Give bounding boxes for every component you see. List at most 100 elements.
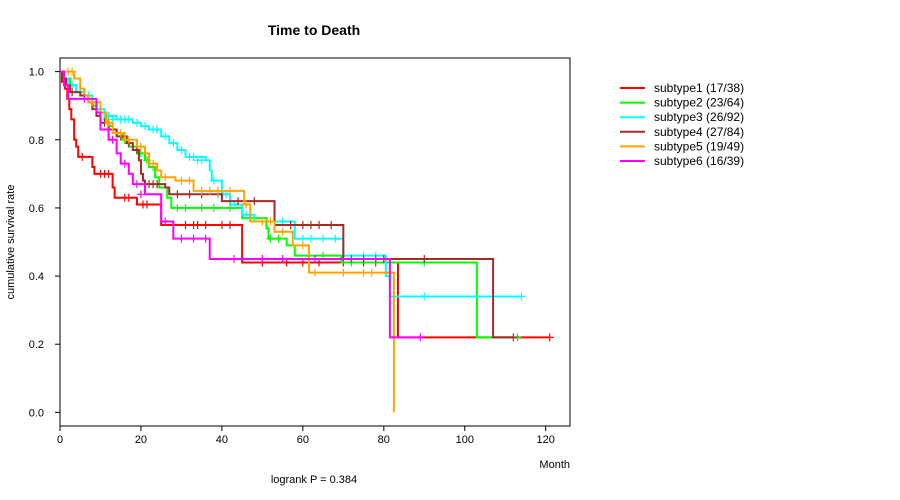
censor-mark <box>226 220 234 229</box>
censor-mark <box>173 190 182 199</box>
censor-mark <box>517 292 526 301</box>
censor-mark <box>185 190 194 199</box>
plot-frame <box>59 57 571 427</box>
censor-mark <box>226 186 234 195</box>
censor-mark <box>311 268 319 277</box>
censor-mark <box>416 333 425 342</box>
x-tick-label-5: 100 <box>456 434 474 446</box>
censor-mark <box>68 67 77 76</box>
censor-mark <box>347 255 356 264</box>
censor-mark <box>104 118 113 127</box>
survival-line-4 <box>60 70 514 339</box>
censor-mark <box>327 220 336 229</box>
censor-mark <box>68 88 77 97</box>
censor-mark <box>331 234 340 243</box>
censor-mark <box>250 197 259 206</box>
censor-mark <box>136 190 145 199</box>
censor-mark <box>177 146 186 154</box>
censor-mark <box>209 203 218 212</box>
censor-mark <box>181 203 190 212</box>
x-tick-label-3: 60 <box>297 434 309 446</box>
series-6 <box>60 70 425 342</box>
censor-mark <box>197 203 206 212</box>
y-tick-label-0: 0.0 <box>29 407 44 419</box>
censor-mark <box>298 241 307 250</box>
censor-mark <box>104 169 113 178</box>
censor-mark <box>132 118 141 127</box>
legend-label-4: subtype4 (27/84) <box>654 125 744 139</box>
censor-mark <box>132 180 141 189</box>
censor-mark <box>177 176 186 185</box>
censor-mark <box>189 234 198 243</box>
censor-mark <box>371 255 380 264</box>
series-5 <box>60 67 395 413</box>
censor-mark <box>141 122 149 131</box>
censor-mark <box>217 220 226 229</box>
censor-mark <box>161 173 170 182</box>
series-2 <box>60 70 522 342</box>
censor-mark <box>306 220 315 229</box>
censor-mark <box>161 217 170 226</box>
y-tick-label-2: 0.4 <box>29 271 44 283</box>
censor-mark <box>306 234 315 243</box>
legend-label-1: subtype1 (17/38) <box>654 81 744 95</box>
censor-mark <box>209 176 218 185</box>
censor-mark <box>189 152 198 161</box>
censor-mark <box>153 125 162 134</box>
censor-mark <box>298 220 307 229</box>
series-3 <box>60 70 526 301</box>
censor-mark <box>108 135 117 144</box>
censor-mark <box>197 156 206 165</box>
censor-mark <box>311 255 319 264</box>
y-axis-label: cumulative survival rate <box>5 185 17 300</box>
censor-mark <box>266 217 275 226</box>
censor-mark <box>213 186 222 195</box>
series-4 <box>60 70 518 342</box>
censor-mark <box>298 234 307 243</box>
censor-mark <box>193 220 202 229</box>
censor-mark <box>339 268 348 277</box>
legend-label-5: subtype5 (19/49) <box>654 139 744 153</box>
legend-label-2: subtype2 (23/64) <box>654 96 744 110</box>
censor-mark <box>230 255 239 264</box>
censor-mark <box>242 200 251 209</box>
y-tick-label-3: 0.6 <box>29 203 44 215</box>
censor-mark <box>143 200 152 209</box>
x-tick-label-2: 40 <box>216 434 228 446</box>
x-tick-label-0: 0 <box>57 434 63 446</box>
censor-mark <box>124 115 133 124</box>
censor-mark <box>266 234 275 243</box>
x-axis-label: Month <box>539 459 570 471</box>
censor-mark <box>197 186 206 195</box>
censor-mark <box>120 159 129 168</box>
censor-mark <box>136 142 145 151</box>
censor-mark <box>367 268 376 277</box>
censor-mark <box>185 176 194 185</box>
censor-mark <box>153 180 162 189</box>
legend-label-6: subtype6 (16/39) <box>654 154 744 168</box>
censor-mark <box>258 255 267 264</box>
censor-mark <box>278 227 287 236</box>
censor-mark <box>161 132 170 141</box>
censor-mark <box>80 94 89 103</box>
censor-mark <box>124 135 133 144</box>
censor-mark <box>169 139 178 148</box>
survival-curves <box>60 67 554 413</box>
axes: 0 20 40 60 80 100 120 0.0 0.2 0.4 0.6 0.8 1.0 <box>29 67 555 446</box>
y-tick-label-5: 1.0 <box>29 67 44 79</box>
chart-title: Time to Death <box>268 22 360 38</box>
censor-mark <box>274 234 283 243</box>
censor-mark <box>149 159 158 168</box>
x-tick-label-1: 20 <box>135 434 147 446</box>
censor-mark <box>286 220 295 229</box>
survival-line-2 <box>60 70 518 339</box>
series-1 <box>60 70 554 342</box>
x-tick-label-6: 120 <box>537 434 555 446</box>
censor-mark <box>124 193 133 202</box>
censor-mark <box>177 234 186 243</box>
censor-mark <box>181 220 190 229</box>
censor-mark <box>116 128 125 137</box>
censor-mark <box>205 186 214 195</box>
censor-mark <box>278 255 287 264</box>
